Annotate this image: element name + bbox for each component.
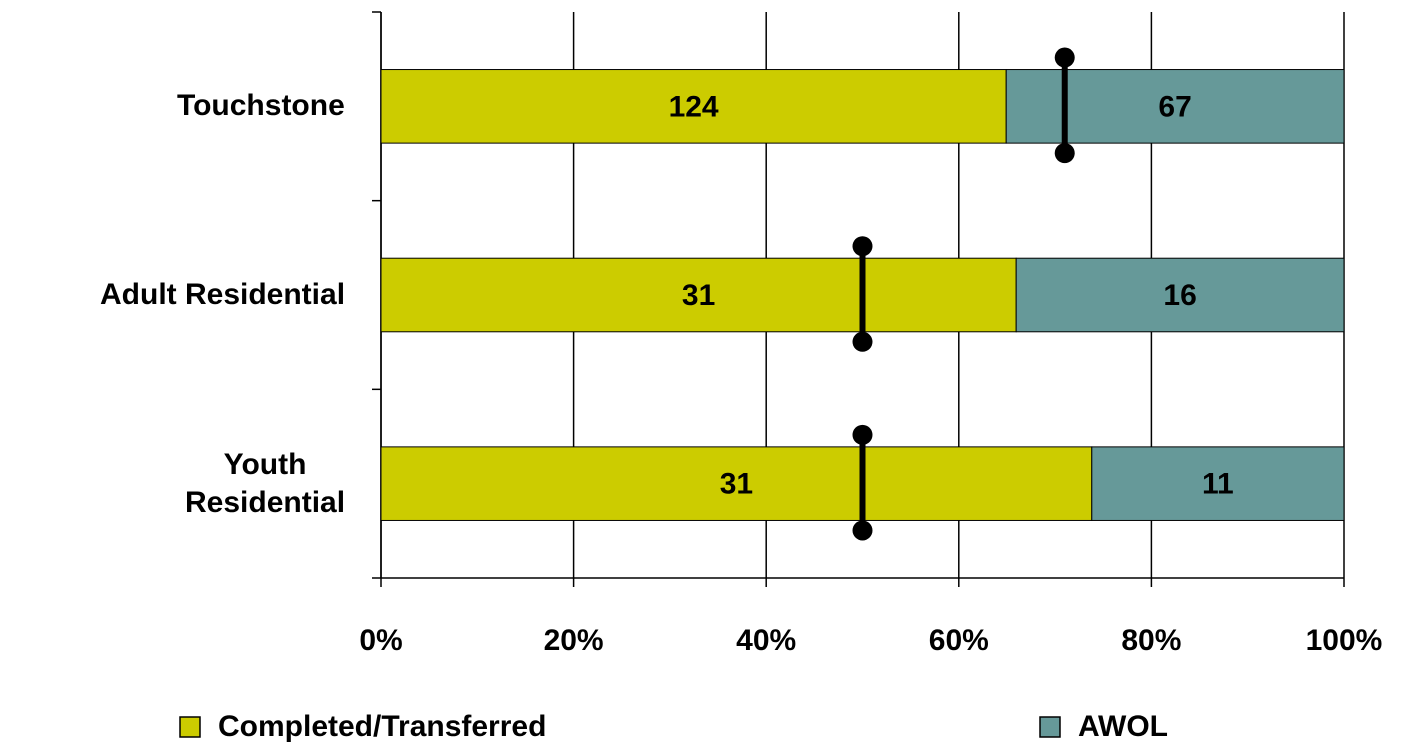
data-label: 124 — [669, 90, 719, 123]
y-tick-label: Adult Residential — [100, 278, 346, 311]
x-tick-label: 40% — [736, 624, 796, 657]
benchmark-dot — [1054, 143, 1075, 164]
data-label: 16 — [1163, 279, 1196, 312]
benchmark-dot — [852, 331, 873, 352]
data-label: 31 — [682, 279, 715, 312]
benchmark-dot — [852, 424, 873, 445]
bar-segment — [380, 69, 1007, 144]
benchmark-dot — [852, 236, 873, 257]
legend-label: AWOL — [1078, 710, 1168, 743]
benchmark-dot — [1054, 47, 1075, 68]
legend-swatch — [1039, 716, 1061, 738]
bar-segment — [380, 446, 1093, 521]
legend-label: Completed/Transferred — [218, 710, 546, 743]
data-label: 67 — [1158, 90, 1191, 123]
data-label: 31 — [720, 468, 753, 501]
x-tick-label: 80% — [1121, 624, 1181, 657]
benchmark-dot — [852, 520, 873, 541]
bar-segment — [1091, 446, 1345, 521]
x-tick-label: 100% — [1306, 624, 1383, 657]
y-tick-label: Youth Residential — [185, 447, 346, 519]
bar-segment — [380, 257, 1017, 333]
legend-swatch — [179, 716, 201, 738]
x-tick-label: 20% — [544, 624, 604, 657]
bar-segment — [1015, 257, 1345, 333]
y-tick-label: Touchstone — [177, 89, 345, 123]
x-tick-label: 60% — [929, 624, 989, 657]
data-label: 11 — [1202, 468, 1234, 501]
x-tick-label: 0% — [359, 624, 402, 657]
